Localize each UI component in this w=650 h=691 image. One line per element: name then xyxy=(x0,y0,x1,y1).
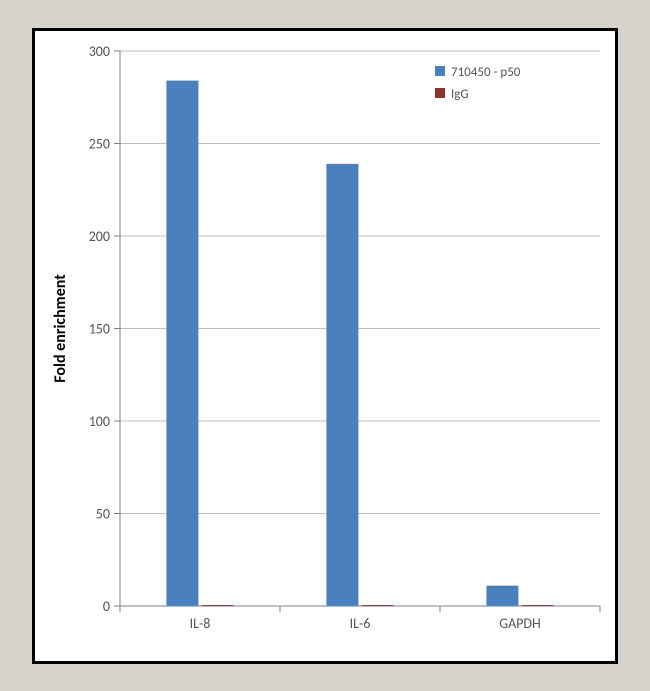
legend-swatch xyxy=(435,66,445,76)
x-tick-label: GAPDH xyxy=(499,615,541,632)
bar xyxy=(486,585,518,605)
page-container: 0 50 100 150 200 250 300 IL-8 IL-6 GAPDH Fold enri… xyxy=(0,0,650,691)
x-tick-label: IL-6 xyxy=(350,615,371,632)
chart-frame: 0 50 100 150 200 250 300 IL-8 IL-6 GAPDH Fold enri… xyxy=(32,28,618,664)
chart-svg: 0 50 100 150 200 250 300 IL-8 IL-6 GAPDH Fold enri… xyxy=(35,31,615,661)
bar xyxy=(362,605,394,606)
bar xyxy=(522,605,554,606)
legend-swatch xyxy=(435,88,445,98)
y-tick-label: 200 xyxy=(89,228,110,245)
bar xyxy=(326,163,358,605)
bar xyxy=(166,80,198,605)
y-tick-label: 150 xyxy=(89,320,110,337)
bar xyxy=(202,605,234,606)
y-tick-label: 0 xyxy=(103,598,110,615)
y-tick-label: 50 xyxy=(96,505,110,522)
y-tick-label: 100 xyxy=(89,413,110,430)
y-tick-label: 300 xyxy=(89,43,110,60)
y-axis-label: Fold enrichment xyxy=(51,273,70,382)
y-tick-label: 250 xyxy=(89,135,110,152)
legend-label: 710450 - p50 xyxy=(451,65,521,80)
x-tick-label: IL-8 xyxy=(190,615,211,632)
legend-label: IgG xyxy=(451,87,469,102)
